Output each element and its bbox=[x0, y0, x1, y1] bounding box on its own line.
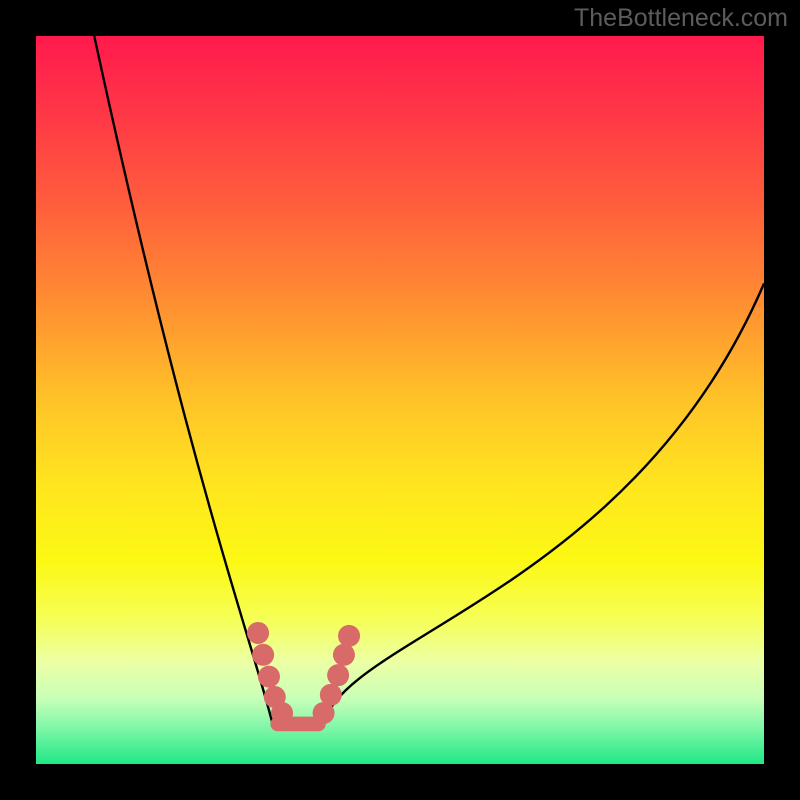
curve-marker bbox=[271, 702, 293, 724]
gradient-background bbox=[36, 36, 764, 764]
chart-canvas bbox=[0, 0, 800, 800]
curve-marker bbox=[258, 666, 280, 688]
curve-marker bbox=[333, 644, 355, 666]
curve-marker bbox=[252, 644, 274, 666]
curve-marker bbox=[327, 664, 349, 686]
curve-marker bbox=[247, 622, 269, 644]
curve-marker bbox=[320, 684, 342, 706]
curve-marker bbox=[338, 625, 360, 647]
watermark-text: TheBottleneck.com bbox=[574, 4, 788, 33]
bottleneck-chart: TheBottleneck.com bbox=[0, 0, 800, 800]
